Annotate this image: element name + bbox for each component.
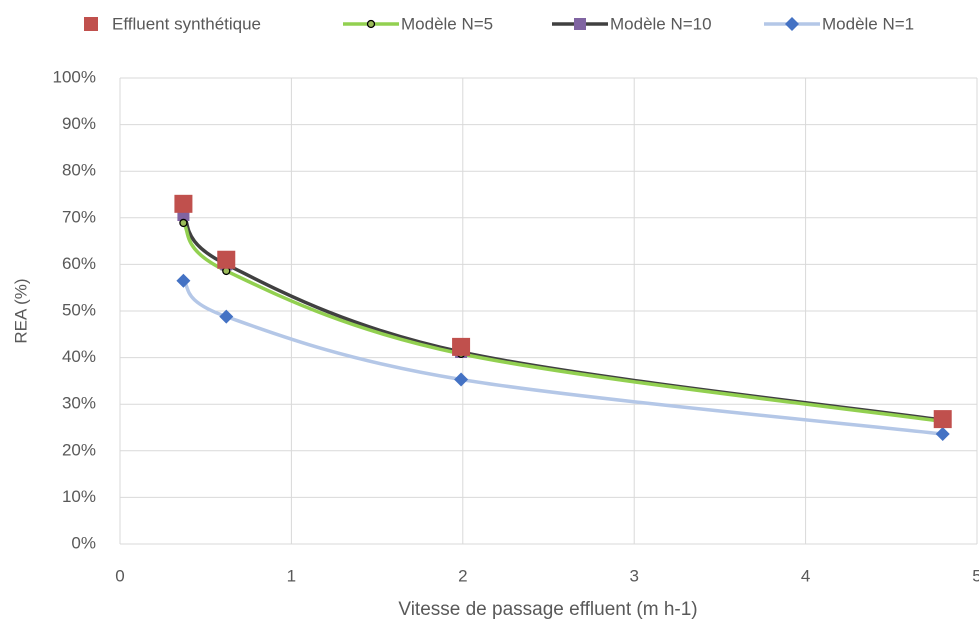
- y-tick-label: 80%: [62, 161, 96, 180]
- y-tick-label: 20%: [62, 440, 96, 459]
- legend-marker: [84, 17, 98, 31]
- series-line: [181, 221, 943, 424]
- y-tick-label: 40%: [62, 347, 96, 366]
- legend-marker: [574, 18, 586, 30]
- data-point: [176, 273, 191, 288]
- data-point: [454, 372, 469, 387]
- x-tick-label: 1: [287, 566, 296, 585]
- x-tick-label: 0: [115, 566, 124, 585]
- x-tick-label: 5: [972, 566, 979, 585]
- y-tick-label: 10%: [62, 487, 96, 506]
- data-point: [933, 410, 952, 429]
- x-axis-label: Vitesse de passage effluent (m h-1): [398, 599, 697, 620]
- x-tick-label: 3: [629, 566, 638, 585]
- x-tick-label: 4: [801, 566, 810, 585]
- data-point: [174, 194, 193, 213]
- series-line: [181, 213, 943, 422]
- y-tick-label: 70%: [62, 207, 96, 226]
- legend-label: Effluent synthétique: [112, 14, 261, 33]
- data-point: [935, 427, 950, 442]
- legend-label: Modèle N=10: [610, 14, 712, 33]
- y-tick-label: 50%: [62, 300, 96, 319]
- data-point: [452, 337, 471, 356]
- y-tick-label: 60%: [62, 254, 96, 273]
- data-point: [179, 218, 188, 228]
- legend-label: Modèle N=1: [822, 14, 914, 33]
- x-tick-label: 2: [458, 566, 467, 585]
- y-tick-label: 100%: [53, 67, 96, 86]
- legend-marker: [366, 19, 376, 29]
- series-line: [182, 279, 943, 436]
- data-point: [217, 250, 236, 269]
- legend-marker: [785, 17, 799, 31]
- y-tick-label: 0%: [71, 533, 96, 552]
- legend-label: Modèle N=5: [401, 14, 493, 33]
- data-point: [219, 309, 234, 324]
- y-axis-label: REA (%): [11, 278, 30, 343]
- y-tick-label: 90%: [62, 114, 96, 133]
- y-tick-label: 30%: [62, 394, 96, 413]
